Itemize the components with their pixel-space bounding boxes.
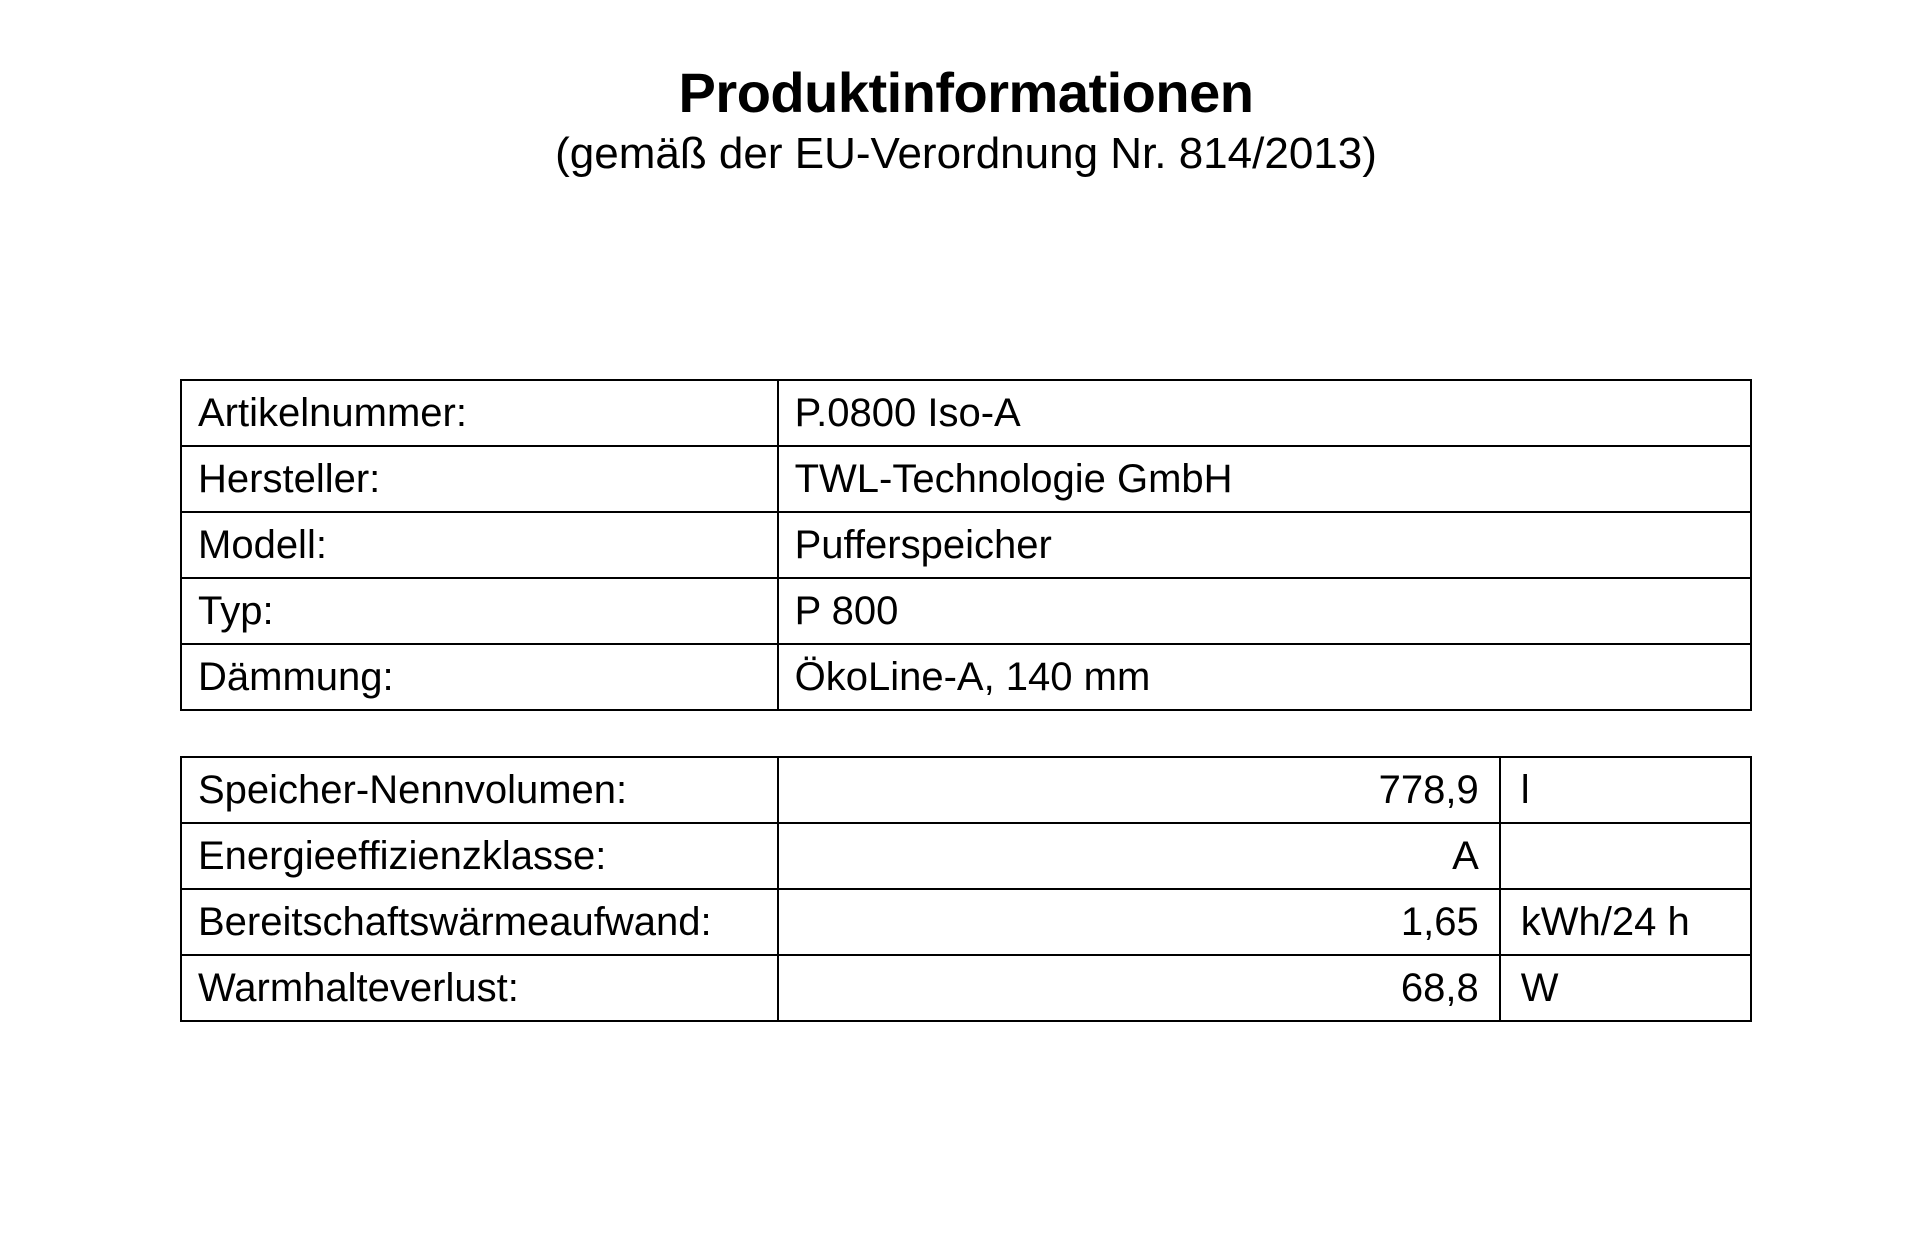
cell-label: Hersteller: <box>181 446 778 512</box>
cell-value: 1,65 <box>778 889 1500 955</box>
cell-value: ÖkoLine-A, 140 mm <box>778 644 1751 710</box>
cell-unit: l <box>1500 757 1751 823</box>
cell-label: Modell: <box>181 512 778 578</box>
document-header: Produktinformationen (gemäß der EU-Veror… <box>0 60 1932 179</box>
table-row: Artikelnummer: P.0800 Iso-A <box>181 380 1751 446</box>
cell-label: Warmhalteverlust: <box>181 955 778 1021</box>
tables-wrapper: Artikelnummer: P.0800 Iso-A Hersteller: … <box>0 379 1932 1022</box>
cell-value: TWL-Technologie GmbH <box>778 446 1751 512</box>
page-title: Produktinformationen <box>0 60 1932 125</box>
table-row: Warmhalteverlust: 68,8 W <box>181 955 1751 1021</box>
cell-label: Artikelnummer: <box>181 380 778 446</box>
cell-value: P.0800 Iso-A <box>778 380 1751 446</box>
cell-value: P 800 <box>778 578 1751 644</box>
document-container: Produktinformationen (gemäß der EU-Veror… <box>0 0 1932 1022</box>
cell-label: Speicher-Nennvolumen: <box>181 757 778 823</box>
cell-unit: kWh/24 h <box>1500 889 1751 955</box>
table-row: Typ: P 800 <box>181 578 1751 644</box>
cell-value: 778,9 <box>778 757 1500 823</box>
cell-unit <box>1500 823 1751 889</box>
page-subtitle: (gemäß der EU-Verordnung Nr. 814/2013) <box>0 129 1932 179</box>
cell-label: Bereitschaftswärmeaufwand: <box>181 889 778 955</box>
cell-value: 68,8 <box>778 955 1500 1021</box>
technical-data-table: Speicher-Nennvolumen: 778,9 l Energieeff… <box>180 756 1752 1022</box>
table-row: Dämmung: ÖkoLine-A, 140 mm <box>181 644 1751 710</box>
cell-label: Energieeffizienzklasse: <box>181 823 778 889</box>
table-row: Modell: Pufferspeicher <box>181 512 1751 578</box>
cell-value: Pufferspeicher <box>778 512 1751 578</box>
product-info-table: Artikelnummer: P.0800 Iso-A Hersteller: … <box>180 379 1752 711</box>
cell-label: Typ: <box>181 578 778 644</box>
cell-value: A <box>778 823 1500 889</box>
table-row: Speicher-Nennvolumen: 778,9 l <box>181 757 1751 823</box>
cell-label: Dämmung: <box>181 644 778 710</box>
table-row: Bereitschaftswärmeaufwand: 1,65 kWh/24 h <box>181 889 1751 955</box>
cell-unit: W <box>1500 955 1751 1021</box>
table-row: Hersteller: TWL-Technologie GmbH <box>181 446 1751 512</box>
table-row: Energieeffizienzklasse: A <box>181 823 1751 889</box>
